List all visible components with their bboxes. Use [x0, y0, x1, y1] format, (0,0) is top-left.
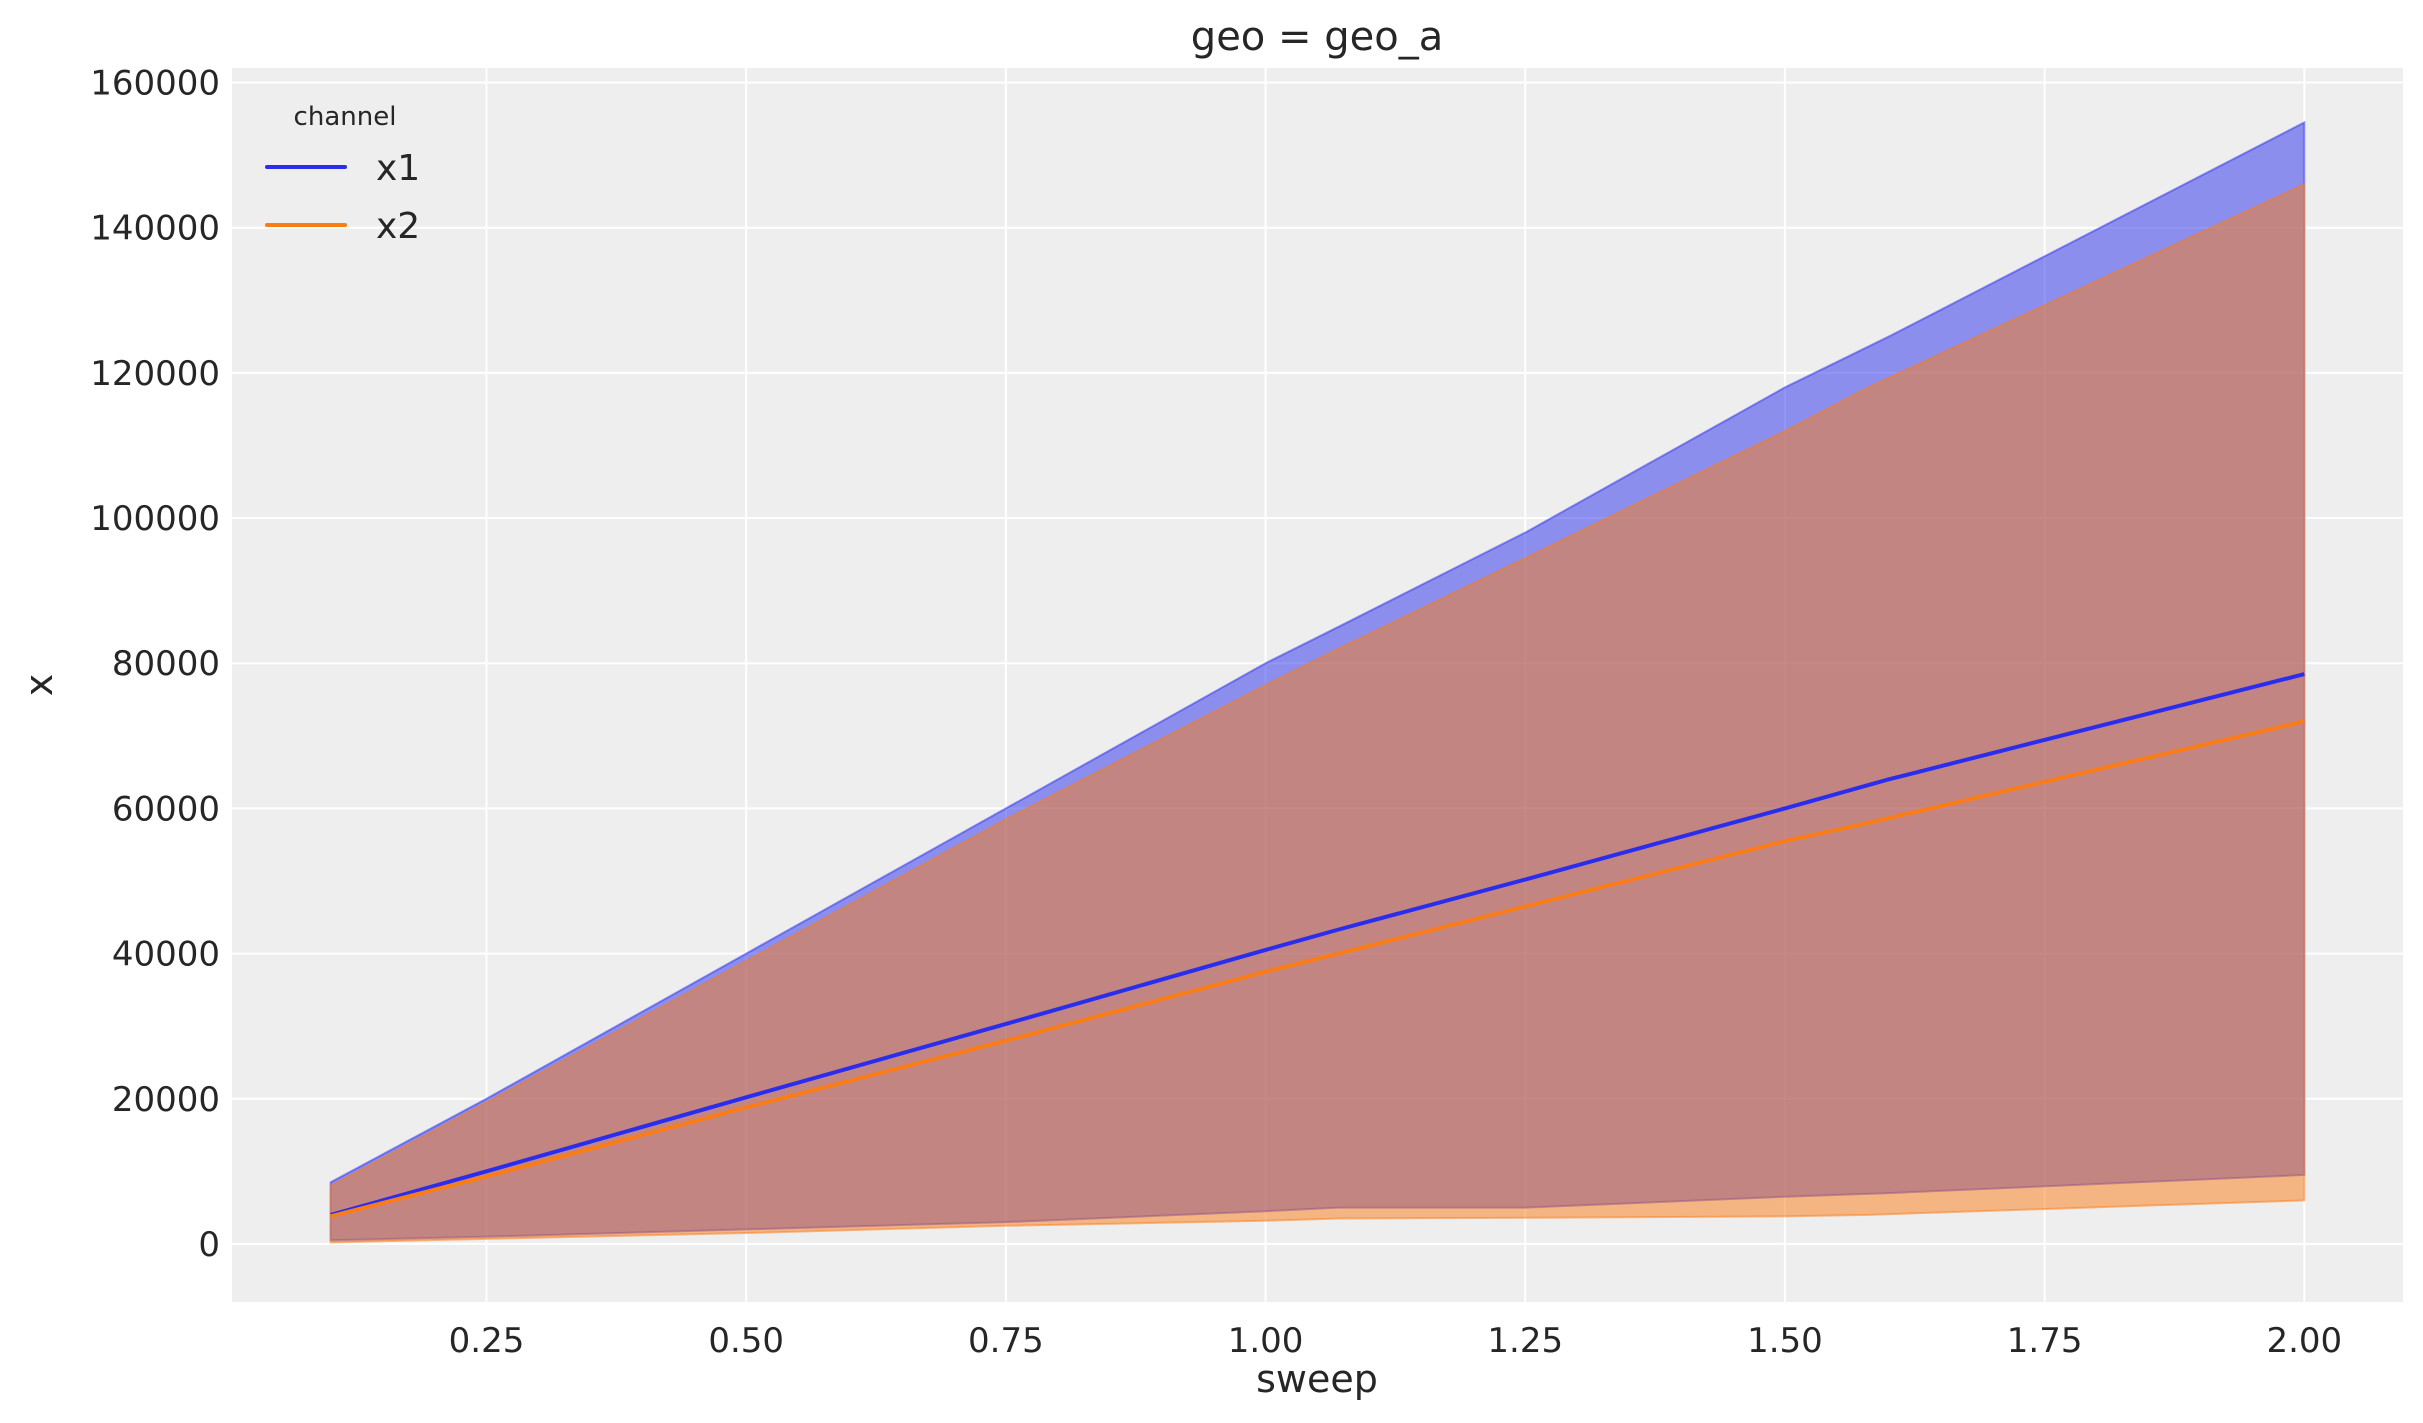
y-tick-label: 0	[198, 1225, 220, 1265]
x-tick-label: 1.75	[2007, 1321, 2083, 1361]
line-x1	[330, 672, 2305, 1217]
legend-label-x2: x2	[376, 206, 420, 247]
legend-label-x1: x1	[376, 148, 420, 189]
x-tick-label: 0.25	[449, 1321, 525, 1361]
y-tick-label: 100000	[90, 499, 220, 539]
x-tick-label: 0.75	[968, 1321, 1044, 1361]
y-tick-label: 40000	[112, 935, 220, 975]
x-ticks: 0.25 0.50 0.75 1.00 1.25 1.50 1.75 2.00	[449, 1321, 2343, 1361]
y-tick-label: 160000	[90, 64, 220, 104]
y-axis-label: x	[17, 674, 61, 697]
x-axis-label: sweep	[1256, 1357, 1378, 1401]
bands	[329, 120, 2306, 1244]
band-x2	[329, 182, 2306, 1244]
x-tick-label: 1.25	[1487, 1321, 1563, 1361]
y-tick-label: 80000	[112, 644, 220, 684]
x-tick-label: 1.00	[1228, 1321, 1304, 1361]
line-x2	[330, 719, 2305, 1219]
y-tick-label: 120000	[90, 354, 220, 394]
legend-title: channel	[294, 102, 397, 132]
y-tick-label: 140000	[90, 209, 220, 249]
y-ticks: 0 20000 40000 60000 80000 100000 120000 140000 1…	[90, 64, 220, 1265]
legend: channel x1 x2	[265, 102, 420, 247]
y-tick-label: 20000	[112, 1080, 220, 1120]
x-tick-label: 2.00	[2266, 1321, 2342, 1361]
lines	[330, 672, 2305, 1219]
y-tick-label: 60000	[112, 789, 220, 829]
x-tick-label: 0.50	[708, 1321, 784, 1361]
x-tick-label: 1.50	[1747, 1321, 1823, 1361]
chart-title: geo = geo_a	[1191, 14, 1443, 60]
